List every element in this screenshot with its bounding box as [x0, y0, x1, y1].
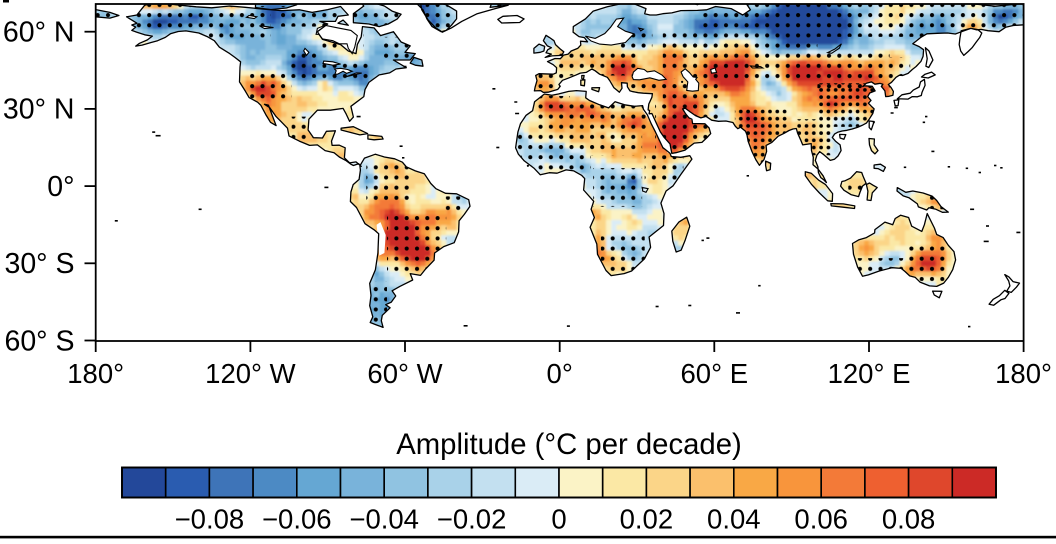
svg-text:−0.08: −0.08 [175, 504, 245, 535]
svg-text:0.08: 0.08 [882, 504, 936, 535]
svg-text:−0.04: −0.04 [349, 504, 419, 535]
svg-text:0°: 0° [547, 358, 573, 389]
svg-text:−0.02: −0.02 [437, 504, 507, 535]
svg-text:120° E: 120° E [828, 358, 911, 389]
svg-text:−0.06: −0.06 [262, 504, 332, 535]
svg-text:120° W: 120° W [205, 358, 296, 389]
svg-text:180°: 180° [995, 358, 1052, 389]
svg-text:60° W: 60° W [367, 358, 442, 389]
svg-text:60° E: 60° E [681, 358, 749, 389]
svg-text:0.04: 0.04 [707, 504, 761, 535]
svg-text:60° S: 60° S [4, 325, 74, 357]
svg-text:30° S: 30° S [4, 248, 74, 280]
svg-text:Amplitude (°C per decade): Amplitude (°C per decade) [396, 428, 742, 461]
svg-text:0: 0 [551, 504, 566, 535]
svg-text:0.06: 0.06 [794, 504, 848, 535]
svg-text:60° N: 60° N [3, 17, 75, 49]
svg-text:30° N: 30° N [3, 94, 75, 126]
svg-text:0°: 0° [47, 171, 74, 203]
svg-text:0.02: 0.02 [620, 504, 674, 535]
svg-text:180°: 180° [67, 358, 124, 389]
